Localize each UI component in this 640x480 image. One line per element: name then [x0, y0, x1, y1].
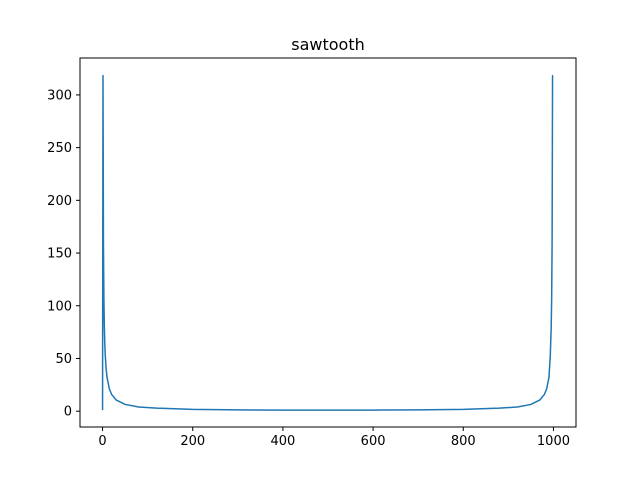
x-tick-label: 0: [98, 434, 106, 449]
x-tick-label: 1000: [537, 434, 570, 449]
x-tick-label: 800: [451, 434, 476, 449]
y-tick-label: 200: [47, 194, 72, 209]
y-tick-label: 300: [47, 88, 72, 103]
y-tick-label: 250: [47, 141, 72, 156]
y-tick-label: 150: [47, 247, 72, 262]
plot-area: [101, 74, 554, 411]
series-line-0: [101, 74, 554, 411]
x-tick-label: 200: [180, 434, 205, 449]
chart-title: sawtooth: [291, 35, 365, 54]
axes: 0 200 400 600 800 1000 0 50 100 150 200 250 300: [47, 57, 577, 449]
axes-frame: [79, 57, 577, 428]
x-tick-label: 600: [361, 434, 386, 449]
y-tick-label: 100: [47, 299, 72, 314]
y-tick-label: 0: [64, 405, 72, 420]
x-tick-label: 400: [270, 434, 295, 449]
y-tick-label: 50: [55, 352, 72, 367]
